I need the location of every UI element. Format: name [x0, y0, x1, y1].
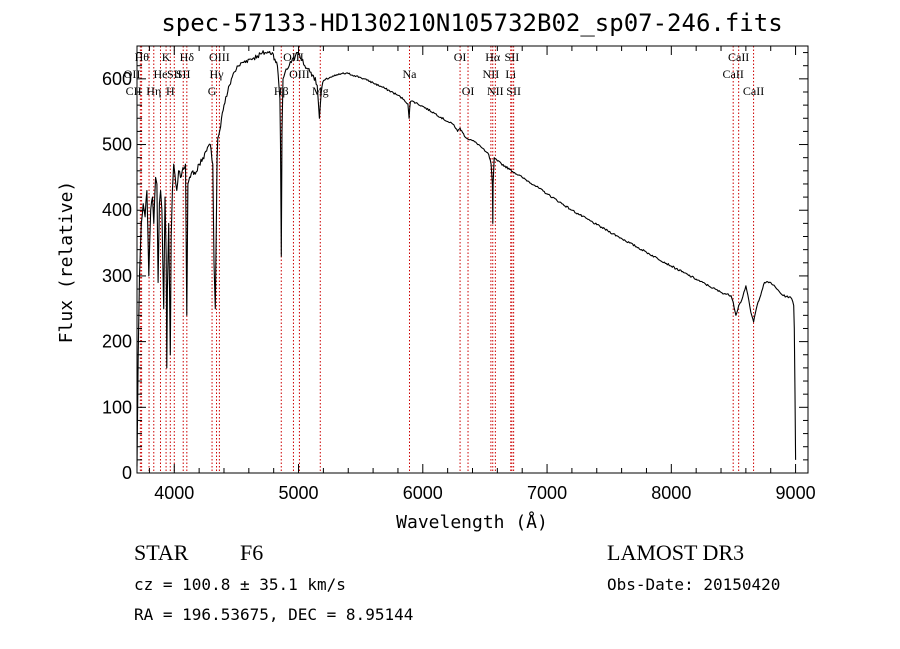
x-tick-label: 4000 [154, 483, 194, 503]
coordinates: RA = 196.53675, DEC = 8.95144 [134, 605, 413, 624]
spectrum-layer [136, 50, 797, 467]
object-class: STAR [134, 540, 189, 565]
line-label-8: Hδ [180, 50, 195, 64]
x-tick-label: 5000 [279, 483, 319, 503]
spectral-line-markers [139, 46, 755, 473]
line-label-24: Li [505, 67, 516, 81]
x-tick-label: 9000 [776, 483, 816, 503]
x-tick-label: 7000 [527, 483, 567, 503]
line-label-3: Hη [146, 84, 161, 98]
x-tick-label: 8000 [651, 483, 691, 503]
line-label-25: SII [506, 84, 521, 98]
y-tick-label: 0 [122, 463, 132, 483]
spectrum-line [136, 50, 797, 467]
redshift-readout: cz = 100.8 ± 35.1 km/s [134, 575, 346, 594]
line-label-19: OI [462, 84, 475, 98]
line-label-7: H [166, 84, 175, 98]
y-tick-label: 600 [102, 69, 132, 89]
line-label-27: CaII [723, 67, 744, 81]
x-tick-label: 6000 [403, 483, 443, 503]
axes [136, 45, 809, 474]
line-label-22: NII [487, 84, 504, 98]
line-label-26: CaII [728, 50, 749, 64]
y-axis-label: Flux (relative) [56, 181, 77, 344]
line-label-9: SII [176, 67, 191, 81]
line-label-1: OII [124, 67, 141, 81]
chart-title: spec-57133-HD130210N105732B02_sp07-246.f… [161, 9, 782, 37]
y-tick-label: 500 [102, 135, 132, 155]
line-label-18: OI [454, 50, 467, 64]
line-label-15: OIII [289, 67, 310, 81]
line-label-20: Hα [485, 50, 501, 64]
plot-frame [136, 45, 809, 474]
line-label-5: K [162, 50, 171, 64]
y-tick-label: 400 [102, 200, 132, 220]
line-label-6: SII [167, 67, 182, 81]
line-label-10: OIII [209, 50, 230, 64]
y-tick-label: 300 [102, 266, 132, 286]
line-label-12: G [208, 84, 217, 98]
obs-date: Obs-Date: 20150420 [607, 575, 780, 594]
line-label-28: CaII [743, 84, 764, 98]
y-tick-label: 100 [102, 397, 132, 417]
line-label-13: Hβ [274, 84, 289, 98]
line-label-23: SII [505, 50, 520, 64]
spectral-subclass: F6 [240, 540, 263, 565]
line-label-11: Hγ [210, 67, 225, 81]
tick-labels: 4000 5000 6000 7000 8000 9000 0 100 200 300 400 500… [102, 69, 816, 503]
line-label-2: CII [126, 84, 142, 98]
line-label-16: Mg [312, 84, 329, 98]
line-label-17: Na [403, 67, 418, 81]
survey-name: LAMOST DR3 [607, 540, 744, 565]
line-label-0: Hθ [135, 50, 150, 64]
y-tick-label: 200 [102, 332, 132, 352]
x-axis-label: Wavelength (Å) [396, 511, 548, 533]
line-label-4: He [153, 67, 167, 81]
line-label-21: NII [483, 67, 500, 81]
